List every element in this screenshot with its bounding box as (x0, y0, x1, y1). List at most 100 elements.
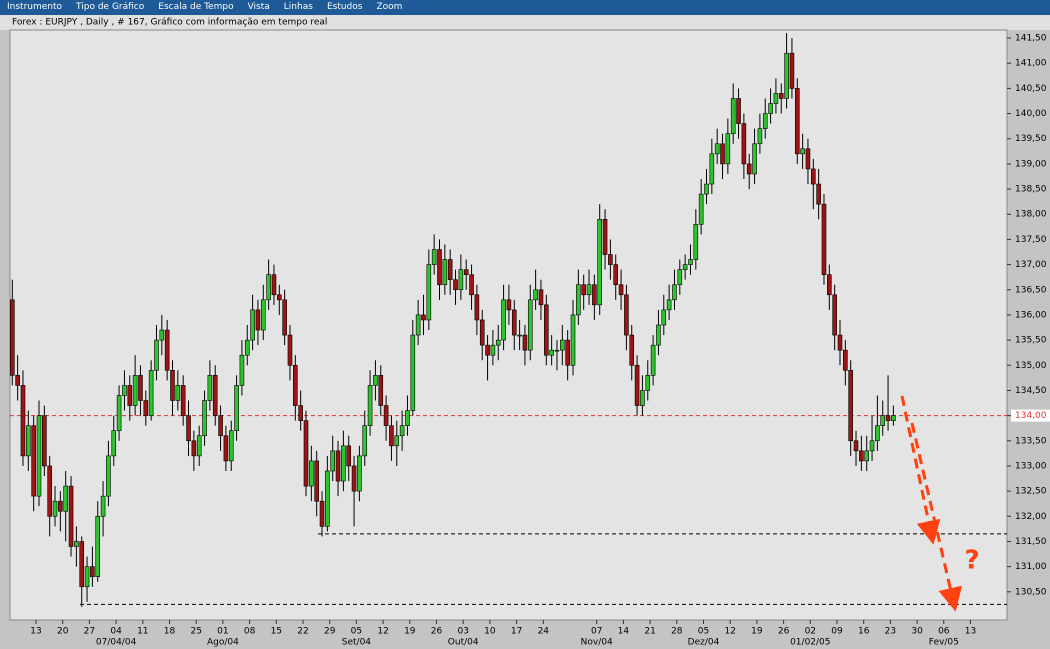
candle-body (260, 299, 266, 331)
menu-item[interactable]: Estudos (326, 2, 363, 12)
x-tick-label: 18 (164, 627, 176, 637)
candle-body (394, 435, 400, 447)
candle-body (255, 309, 261, 331)
candle-body (773, 93, 779, 104)
candle-body (608, 254, 613, 265)
candle-body (650, 344, 656, 376)
candle-body (367, 385, 373, 426)
candle-body (656, 324, 661, 346)
candle-body (453, 279, 458, 291)
y-tick-label: 131,50 (1015, 537, 1047, 547)
candle-body (100, 495, 106, 517)
candle-body (565, 339, 570, 366)
candle-body (821, 203, 827, 275)
candle-body (362, 425, 368, 457)
candle-body (266, 274, 271, 301)
candle-body (640, 390, 645, 406)
candle-body (794, 88, 800, 155)
menu-item[interactable]: Tipo de Gráfico (76, 2, 145, 12)
candle-body (869, 440, 875, 452)
candle-body (859, 450, 864, 462)
x-month-label: Nov/04 (581, 638, 613, 648)
candle-body (741, 123, 747, 165)
x-tick-label: 26 (778, 627, 790, 637)
menu-item[interactable]: Instrumento (7, 2, 63, 12)
candle-body (218, 415, 223, 437)
candle-body (479, 319, 485, 346)
candle-body (47, 465, 52, 517)
candle-body (282, 299, 287, 336)
candle-body (469, 274, 474, 296)
y-tick-label: 131,00 (1015, 562, 1047, 572)
candle-body (26, 425, 31, 457)
candle-body (645, 375, 651, 391)
candle-body (864, 450, 870, 462)
candle-body (154, 339, 159, 371)
candle-body (554, 349, 560, 352)
candle-body (762, 113, 768, 129)
candle-body (511, 309, 517, 336)
candle-body (778, 93, 784, 99)
y-tick-label: 140,00 (1015, 109, 1047, 119)
candle-body (442, 259, 448, 286)
candle-body (725, 133, 731, 165)
menu-item[interactable]: Vista (247, 2, 270, 12)
candle-body (79, 541, 85, 588)
candle-body (207, 375, 213, 401)
candle-body (837, 334, 843, 351)
x-tick-label: 01 (217, 627, 228, 637)
candle-body (543, 304, 549, 356)
x-tick-label: 05 (698, 627, 709, 637)
chart: Forex : EURJPY , Daily , # 167, Gráfico … (0, 15, 1050, 648)
y-tick-label: 140,50 (1015, 84, 1047, 94)
menu-bar: Instrumento Tipo de Gráfico Escala de Temp… (0, 0, 1050, 15)
x-tick-label: 29 (324, 627, 336, 637)
candle-body (346, 445, 352, 467)
x-tick-label: 16 (858, 627, 870, 637)
x-tick-label: 19 (751, 627, 763, 637)
candle-body (276, 294, 282, 301)
x-tick-label: 17 (511, 627, 522, 637)
y-tick-label: 139,00 (1015, 159, 1047, 169)
candle-body (223, 435, 229, 462)
x-month-label: Out/04 (448, 638, 479, 648)
candle-body (490, 344, 496, 356)
candle-body (677, 269, 683, 286)
candle-body (58, 500, 63, 512)
candle-body (234, 385, 239, 432)
x-tick-label: 03 (457, 627, 468, 637)
candle-body (319, 500, 325, 527)
candle-body (421, 314, 426, 321)
candle-body (597, 218, 603, 306)
candle-body (832, 294, 837, 336)
candle-body (42, 415, 47, 467)
x-tick-label: 25 (190, 627, 201, 637)
candle-body (95, 515, 101, 578)
candle-body (143, 400, 149, 416)
x-month-label: Ago/04 (207, 638, 239, 648)
candle-body (426, 264, 432, 321)
y-tick-label: 136,50 (1015, 285, 1047, 295)
x-tick-label: 21 (644, 627, 655, 637)
candle-body (720, 143, 725, 165)
candle-body (431, 249, 437, 265)
x-tick-label: 07 (591, 627, 602, 637)
candle-body (36, 415, 42, 497)
candle-body (538, 289, 544, 306)
candle-body (63, 485, 69, 512)
candle-body (335, 450, 341, 482)
x-tick-label: 23 (885, 627, 896, 637)
y-tick-label: 134,50 (1015, 386, 1047, 396)
y-tick-label: 132,50 (1015, 487, 1047, 497)
menu-item[interactable]: Escala de Tempo (158, 2, 234, 12)
candle-body (634, 364, 640, 406)
candle-body (31, 425, 36, 497)
menu-item[interactable]: Linhas (283, 2, 313, 12)
candle-body (244, 339, 250, 356)
candle-body (447, 259, 453, 280)
candle-body (175, 385, 181, 401)
menu-item[interactable]: Zoom (376, 2, 403, 12)
y-tick-label: 133,50 (1015, 436, 1047, 446)
x-tick-label: 26 (431, 627, 443, 637)
